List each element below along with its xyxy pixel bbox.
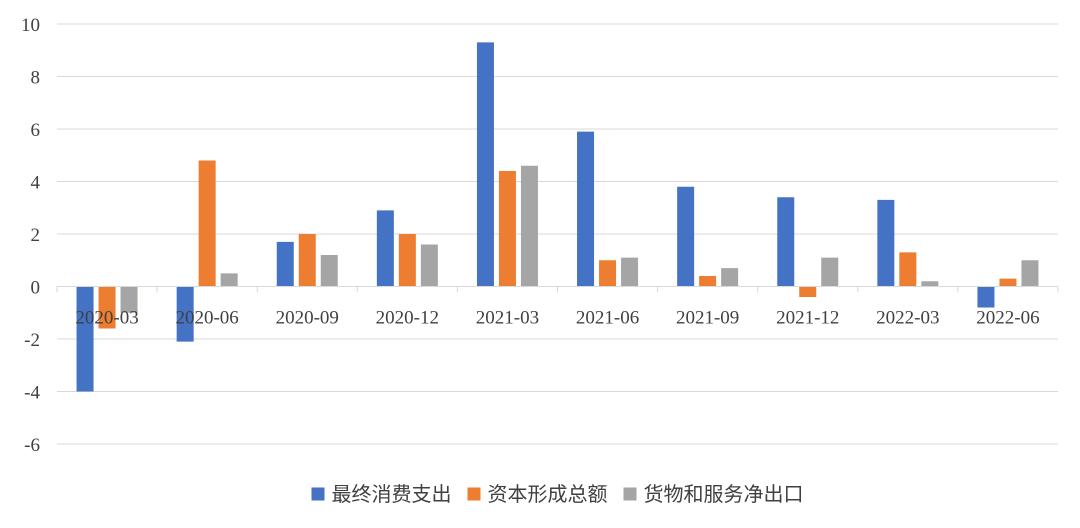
x-tick-label: 2020-09 bbox=[276, 308, 339, 329]
bar bbox=[420, 244, 438, 287]
legend-label: 资本形成总额 bbox=[488, 483, 608, 506]
x-tick-label: 2022-06 bbox=[976, 308, 1039, 329]
legend: 最终消费支出 资本形成总额 货物和服务净出口 bbox=[311, 483, 804, 506]
y-tick-label: -6 bbox=[24, 435, 40, 456]
x-tick-label: 2020-03 bbox=[75, 308, 138, 329]
bar bbox=[921, 281, 939, 287]
bar bbox=[977, 286, 995, 308]
y-tick-label: -4 bbox=[24, 383, 40, 404]
bar bbox=[1021, 260, 1039, 287]
x-tick-label: 2021-03 bbox=[476, 308, 539, 329]
x-tick-label: 2021-12 bbox=[776, 308, 839, 329]
bar bbox=[677, 186, 695, 287]
y-tick-label: 8 bbox=[31, 68, 41, 89]
legend-label: 最终消费支出 bbox=[332, 483, 452, 506]
bar bbox=[76, 286, 94, 392]
bar bbox=[398, 234, 416, 287]
bar bbox=[220, 273, 238, 287]
bar bbox=[98, 286, 116, 329]
bar bbox=[176, 286, 194, 342]
bar bbox=[298, 234, 316, 287]
y-tick-label: 4 bbox=[31, 173, 41, 194]
y-tick-label: 2 bbox=[31, 225, 41, 246]
x-tick-label: 2020-12 bbox=[376, 308, 439, 329]
y-tick-label: 10 bbox=[21, 15, 40, 36]
bar bbox=[899, 252, 917, 287]
bar bbox=[777, 197, 795, 287]
x-tick-label: 2021-09 bbox=[676, 308, 739, 329]
bar bbox=[120, 286, 138, 313]
bar bbox=[721, 268, 739, 287]
bar bbox=[376, 210, 394, 287]
y-tick-label: -2 bbox=[24, 330, 40, 351]
bar bbox=[276, 241, 294, 287]
bar bbox=[699, 276, 717, 287]
legend-swatch bbox=[623, 487, 637, 501]
legend-label: 货物和服务净出口 bbox=[644, 483, 804, 506]
bars bbox=[76, 42, 1039, 392]
legend-swatch bbox=[467, 487, 481, 501]
axes: -6 -4 -2 0 2 4 6 8 10 2020-03 2020-06 2020-09 2020-1… bbox=[21, 15, 1059, 456]
y-tick-label: 0 bbox=[31, 278, 41, 299]
x-tick-label: 2021-06 bbox=[576, 308, 639, 329]
bar bbox=[799, 286, 817, 297]
bar bbox=[999, 278, 1017, 287]
y-tick-label: 6 bbox=[31, 120, 41, 141]
bar bbox=[520, 165, 538, 287]
legend-swatch bbox=[311, 487, 325, 501]
bar bbox=[198, 160, 216, 287]
bar bbox=[621, 257, 639, 287]
bar bbox=[877, 199, 895, 287]
x-tick-label: 2022-03 bbox=[876, 308, 939, 329]
bar bbox=[599, 260, 617, 287]
bar bbox=[320, 255, 338, 287]
bar bbox=[476, 42, 494, 287]
x-tick-label: 2020-06 bbox=[175, 308, 238, 329]
bar bbox=[577, 131, 595, 287]
bar bbox=[821, 257, 839, 287]
bar bbox=[498, 171, 516, 287]
